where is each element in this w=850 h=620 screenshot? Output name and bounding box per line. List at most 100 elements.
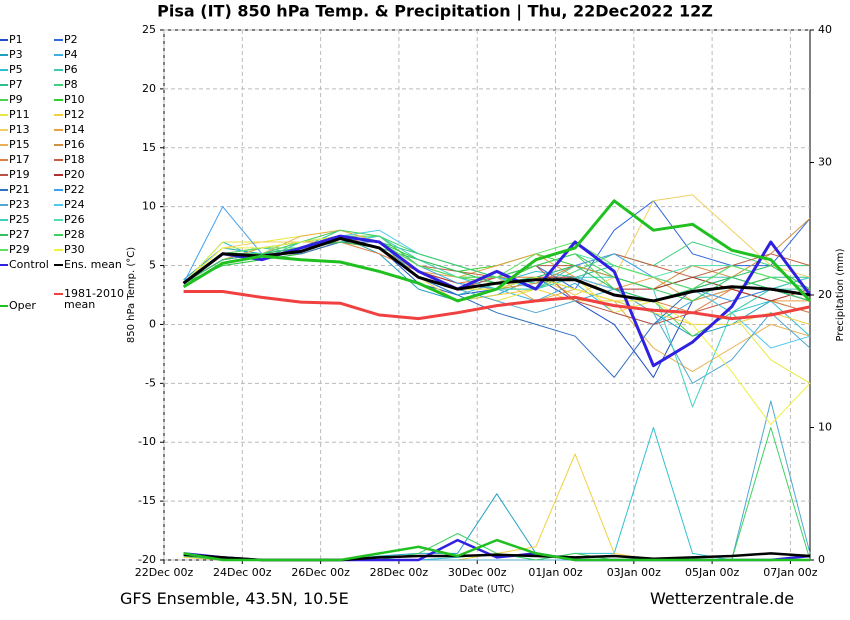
legend-swatch (0, 159, 8, 161)
legend-entry: P9 (0, 94, 23, 105)
x-tick-label: 24Dec 00z (213, 566, 272, 579)
x-tick-label: 28Dec 00z (370, 566, 429, 579)
legend-label: P24 (64, 198, 85, 211)
x-tick-label: 26Dec 00z (291, 566, 350, 579)
legend-entry: P15 (0, 139, 30, 150)
legend-entry: P25 (0, 214, 30, 225)
temp-line (182, 199, 812, 303)
legend-label: P2 (64, 33, 78, 46)
legend-entry: P26 (54, 213, 85, 226)
legend-swatch (0, 129, 8, 131)
legend-label: P18 (64, 153, 85, 166)
x-tick-label: 30Dec 00z (448, 566, 507, 579)
y-tick-label: 5 (149, 259, 156, 272)
legend-label: P12 (64, 108, 85, 121)
chart-title: Pisa (IT) 850 hPa Temp. & Precipitation … (157, 2, 713, 22)
legend-entry: P16 (54, 138, 85, 151)
legend-label: P26 (64, 213, 85, 226)
temp-line (183, 235, 811, 290)
legend-label: P21 (9, 183, 30, 196)
x-tick-label: 22Dec 00z (135, 566, 194, 579)
x-axis-label: Date (UTC) (460, 584, 515, 595)
legend-label: P5 (9, 63, 23, 76)
legend-entry: P27 (0, 228, 30, 241)
legend-entry: P13 (0, 123, 30, 136)
legend-swatch (54, 69, 63, 71)
y-axis-label: 850 hPa Temp. (°C) (126, 247, 137, 343)
temp-line (182, 237, 811, 303)
legend-label: P30 (64, 243, 85, 256)
legend-entry: P8 (54, 79, 78, 90)
temp-line (183, 200, 811, 290)
legend-entry: P23 (0, 199, 30, 210)
legend-swatch (54, 189, 63, 191)
legend-swatch (54, 144, 63, 146)
legend-entry: P28 (54, 228, 85, 241)
y-tick-label: 0 (149, 317, 156, 330)
legend-label: P7 (9, 78, 23, 91)
legend-entry: P1 (0, 33, 23, 46)
legend-entry: P18 (54, 153, 85, 166)
legend-entry: P10 (54, 94, 85, 105)
legend-swatch (54, 54, 63, 56)
legend-swatch (0, 189, 8, 191)
legend-swatch (54, 39, 63, 41)
legend-label: 1981-2010 mean (64, 287, 124, 311)
y-tick-label: 15 (142, 141, 156, 154)
legend-entry: P14 (54, 124, 85, 135)
legend-entry: P30 (54, 243, 85, 256)
legend-label: P1 (9, 33, 23, 46)
legend-entry: P11 (0, 108, 30, 121)
legend-swatch (54, 114, 63, 116)
legend-entry: P12 (54, 108, 85, 121)
x-tick-label: 03Jan 00z (607, 566, 661, 579)
y-tick-label: 10 (142, 200, 156, 213)
legend-entry: P3 (0, 49, 23, 60)
legend-swatch (0, 84, 8, 86)
legend-entry: P4 (54, 49, 78, 60)
legend-swatch (54, 159, 63, 161)
y2-tick-label: 30 (818, 156, 832, 169)
legend-swatch (0, 249, 8, 251)
legend-label: P29 (9, 243, 30, 256)
legend-swatch (0, 99, 8, 101)
legend-swatch (54, 204, 63, 206)
legend-swatch (0, 174, 8, 176)
legend-entry: P7 (0, 78, 23, 91)
legend-swatch (0, 305, 8, 307)
legend-entry: Ens. mean (54, 259, 122, 270)
legend-swatch (54, 219, 63, 221)
y2-tick-label: 40 (818, 23, 832, 36)
legend-swatch (0, 69, 8, 71)
legend-swatch (0, 219, 8, 221)
legend-label: P16 (64, 138, 85, 151)
legend-entry: Control (0, 259, 49, 270)
legend-label: P6 (64, 63, 78, 76)
credit-text: Wetterzentrale.de (650, 589, 795, 608)
legend-label: P22 (64, 183, 85, 196)
y-tick-label: -5 (145, 376, 156, 389)
legend-label: P11 (9, 108, 30, 121)
legend-swatch (54, 174, 63, 176)
legend-label: P13 (9, 123, 30, 136)
y2-tick-label: 0 (818, 553, 825, 566)
legend-entry: P21 (0, 183, 30, 196)
x-tick-label: 05Jan 00z (685, 566, 739, 579)
temp-line (183, 235, 811, 284)
legend-swatch (0, 144, 8, 146)
legend-swatch (0, 39, 8, 41)
legend-label: P27 (9, 228, 30, 241)
temp-line (183, 194, 811, 296)
legend-label: P28 (64, 228, 85, 241)
y-tick-label: -15 (138, 494, 156, 507)
y-tick-label: 25 (142, 23, 156, 36)
temp-line (183, 235, 811, 290)
legend-entry: P5 (0, 63, 23, 76)
precip-line (183, 493, 810, 561)
legend-swatch (0, 114, 8, 116)
legend-entry: P19 (0, 169, 30, 180)
y-tick-label: -10 (138, 435, 156, 448)
legend-entry: 1981-2010 mean (54, 287, 124, 311)
legend-entry: P17 (0, 154, 30, 165)
